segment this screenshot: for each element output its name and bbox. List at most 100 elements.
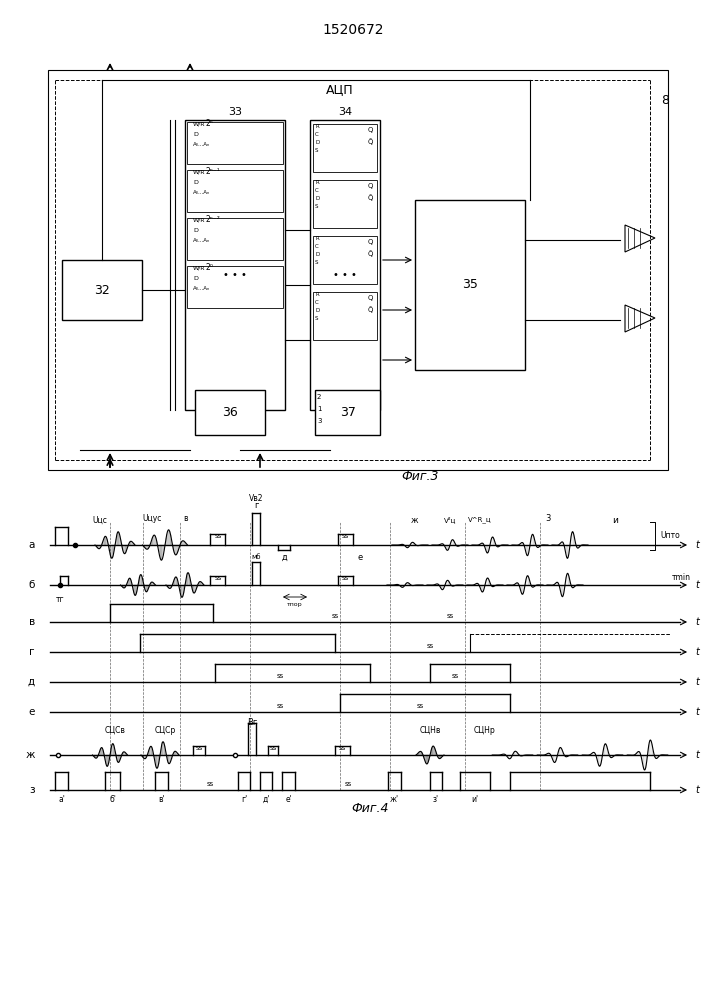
Bar xyxy=(313,124,377,172)
Text: ж': ж' xyxy=(390,795,399,804)
Text: D: D xyxy=(315,251,320,256)
Text: 1520672: 1520672 xyxy=(322,23,384,37)
Text: ж: ж xyxy=(411,516,419,525)
Text: ss: ss xyxy=(214,575,221,581)
Text: D: D xyxy=(193,275,198,280)
Text: • • •: • • • xyxy=(223,270,247,280)
Text: R: R xyxy=(315,292,319,296)
Text: D: D xyxy=(315,139,320,144)
Text: Uпто: Uпто xyxy=(660,530,680,540)
Text: СЦНр: СЦНр xyxy=(474,726,496,735)
Text: 8: 8 xyxy=(661,94,669,106)
Text: е': е' xyxy=(285,795,292,804)
Text: е: е xyxy=(28,707,35,717)
Text: t: t xyxy=(695,617,699,627)
Text: W/R: W/R xyxy=(193,169,206,174)
Text: A₀...Aₙ: A₀...Aₙ xyxy=(193,190,210,194)
Text: 1: 1 xyxy=(317,406,322,412)
Text: t: t xyxy=(695,540,699,550)
Text: тmin: тmin xyxy=(672,572,691,582)
Text: R: R xyxy=(315,123,319,128)
Text: СЦСв: СЦСв xyxy=(105,726,125,735)
Bar xyxy=(310,120,380,410)
Text: б: б xyxy=(28,580,35,590)
Text: Uцс: Uцс xyxy=(93,516,107,525)
Bar xyxy=(195,390,265,435)
Text: ss: ss xyxy=(269,745,276,751)
Text: Q̄: Q̄ xyxy=(368,195,373,201)
Bar xyxy=(415,200,525,370)
Text: в: в xyxy=(29,617,35,627)
Text: R: R xyxy=(315,180,319,184)
Text: S: S xyxy=(315,204,318,209)
Bar xyxy=(185,120,285,410)
Bar xyxy=(187,122,283,164)
Text: A₀...Aₙ: A₀...Aₙ xyxy=(193,141,210,146)
Text: Q̄: Q̄ xyxy=(368,307,373,313)
Text: ss: ss xyxy=(276,673,284,679)
Text: 2ⁿ: 2ⁿ xyxy=(205,119,213,128)
Text: R: R xyxy=(315,235,319,240)
Bar xyxy=(62,260,142,320)
Text: Q: Q xyxy=(368,127,373,133)
Text: СЦНв: СЦНв xyxy=(419,726,440,735)
Text: ss: ss xyxy=(416,703,423,709)
Text: б': б' xyxy=(109,795,116,804)
Text: S: S xyxy=(315,316,318,320)
Text: A₀...Aₙ: A₀...Aₙ xyxy=(193,286,210,290)
Text: ж: ж xyxy=(25,750,35,760)
Text: V^R_ц: V^R_ц xyxy=(468,516,492,523)
Polygon shape xyxy=(625,225,655,252)
Text: д: д xyxy=(28,677,35,687)
Bar xyxy=(313,236,377,284)
Text: A₀...Aₙ: A₀...Aₙ xyxy=(193,237,210,242)
Text: 33: 33 xyxy=(228,107,242,117)
Text: 2⁰: 2⁰ xyxy=(205,263,213,272)
Text: D: D xyxy=(315,196,320,200)
Text: S: S xyxy=(315,147,318,152)
Text: тг: тг xyxy=(56,595,64,604)
Text: 3: 3 xyxy=(317,418,322,424)
Text: Uцус: Uцус xyxy=(142,514,162,523)
Text: 3: 3 xyxy=(545,514,551,523)
Text: АЦП: АЦП xyxy=(326,84,354,97)
Bar xyxy=(313,180,377,228)
Text: ss: ss xyxy=(206,781,214,787)
Polygon shape xyxy=(625,305,655,332)
Text: C: C xyxy=(315,300,319,304)
Text: V²ц: V²ц xyxy=(444,516,456,523)
Text: 32: 32 xyxy=(94,284,110,296)
Text: и: и xyxy=(612,516,618,525)
Bar xyxy=(187,218,283,260)
Text: мб: мб xyxy=(251,554,261,560)
Text: ss: ss xyxy=(426,643,433,649)
Text: C: C xyxy=(315,131,319,136)
Text: Фиг.3: Фиг.3 xyxy=(402,471,439,484)
Text: Q̄: Q̄ xyxy=(368,139,373,145)
Text: Q̄: Q̄ xyxy=(368,251,373,257)
Text: ss: ss xyxy=(341,575,349,581)
Text: S: S xyxy=(315,259,318,264)
Text: г: г xyxy=(30,647,35,657)
Text: е: е xyxy=(357,553,363,562)
Text: Vв2: Vв2 xyxy=(249,494,263,503)
Text: • • •: • • • xyxy=(333,270,357,280)
Text: в: в xyxy=(182,514,187,523)
Text: C: C xyxy=(315,243,319,248)
Text: 34: 34 xyxy=(338,107,352,117)
Bar xyxy=(48,70,668,470)
Text: ss: ss xyxy=(332,613,339,619)
Text: Q: Q xyxy=(368,295,373,301)
Text: t: t xyxy=(695,677,699,687)
Bar xyxy=(315,390,380,435)
Text: 2ⁿ⁻¹: 2ⁿ⁻¹ xyxy=(205,167,220,176)
Text: t: t xyxy=(695,707,699,717)
Text: г: г xyxy=(254,501,258,510)
Text: t: t xyxy=(695,785,699,795)
Text: ss: ss xyxy=(344,781,351,787)
Text: ss: ss xyxy=(195,745,203,751)
Text: г': г' xyxy=(241,795,247,804)
Text: ss: ss xyxy=(339,745,346,751)
Text: ss: ss xyxy=(451,673,459,679)
Text: а: а xyxy=(28,540,35,550)
